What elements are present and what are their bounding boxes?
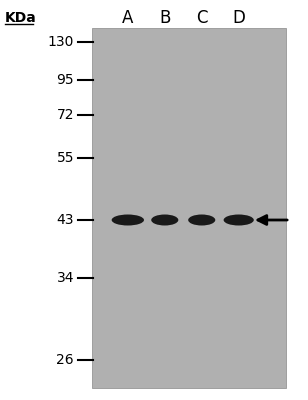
- Text: 55: 55: [56, 151, 74, 165]
- Text: D: D: [232, 9, 245, 27]
- Text: B: B: [159, 9, 170, 27]
- Text: 34: 34: [56, 271, 74, 285]
- Ellipse shape: [151, 214, 178, 226]
- Ellipse shape: [111, 214, 144, 226]
- Text: 43: 43: [56, 213, 74, 227]
- Bar: [92, 28, 286, 388]
- Text: KDa: KDa: [5, 11, 37, 25]
- Ellipse shape: [188, 214, 215, 226]
- Text: 130: 130: [48, 35, 74, 49]
- Ellipse shape: [224, 214, 254, 226]
- Text: 72: 72: [56, 108, 74, 122]
- Text: 95: 95: [56, 73, 74, 87]
- Text: 26: 26: [56, 353, 74, 367]
- Text: C: C: [196, 9, 208, 27]
- Text: A: A: [122, 9, 133, 27]
